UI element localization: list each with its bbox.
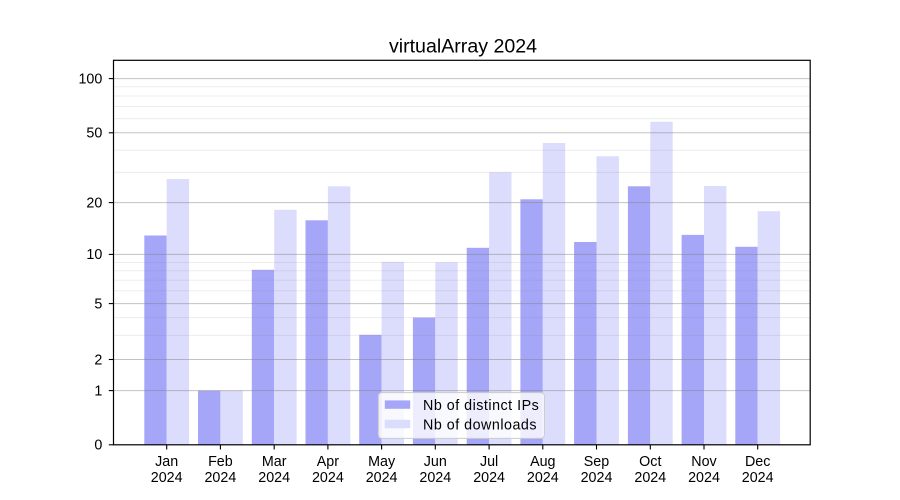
svg-text:10: 10 bbox=[86, 247, 102, 263]
svg-text:1: 1 bbox=[94, 383, 102, 399]
svg-text:Jan: Jan bbox=[155, 454, 178, 470]
svg-text:2024: 2024 bbox=[419, 470, 451, 486]
svg-text:0: 0 bbox=[94, 438, 102, 454]
svg-text:2024: 2024 bbox=[742, 470, 774, 486]
svg-text:2024: 2024 bbox=[581, 470, 613, 486]
svg-text:Dec: Dec bbox=[745, 454, 770, 470]
svg-text:50: 50 bbox=[86, 126, 102, 142]
svg-text:Nb of downloads: Nb of downloads bbox=[423, 417, 537, 433]
svg-text:2024: 2024 bbox=[688, 470, 720, 486]
svg-text:Jun: Jun bbox=[424, 454, 447, 470]
svg-text:Aug: Aug bbox=[530, 454, 555, 470]
svg-text:2: 2 bbox=[94, 352, 102, 368]
svg-text:May: May bbox=[368, 454, 396, 470]
svg-text:Sep: Sep bbox=[584, 454, 609, 470]
svg-text:2024: 2024 bbox=[258, 470, 290, 486]
svg-text:Mar: Mar bbox=[262, 454, 287, 470]
svg-text:2024: 2024 bbox=[634, 470, 666, 486]
svg-text:2024: 2024 bbox=[527, 470, 559, 486]
svg-text:Oct: Oct bbox=[639, 454, 661, 470]
svg-text:2024: 2024 bbox=[473, 470, 505, 486]
svg-text:virtualArray 2024: virtualArray 2024 bbox=[389, 36, 537, 58]
svg-text:5: 5 bbox=[94, 296, 102, 312]
svg-text:2024: 2024 bbox=[204, 470, 236, 486]
svg-text:Feb: Feb bbox=[208, 454, 233, 470]
svg-text:Apr: Apr bbox=[317, 454, 339, 470]
svg-text:2024: 2024 bbox=[366, 470, 398, 486]
svg-text:2024: 2024 bbox=[151, 470, 183, 486]
svg-text:Nov: Nov bbox=[691, 454, 717, 470]
svg-text:100: 100 bbox=[78, 71, 102, 87]
svg-text:20: 20 bbox=[86, 195, 102, 211]
svg-text:Jul: Jul bbox=[480, 454, 498, 470]
svg-text:2024: 2024 bbox=[312, 470, 344, 486]
svg-text:Nb of distinct IPs: Nb of distinct IPs bbox=[423, 398, 539, 414]
